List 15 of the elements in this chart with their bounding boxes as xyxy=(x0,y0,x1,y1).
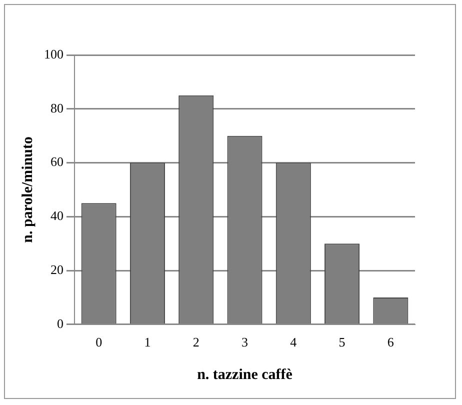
y-axis-title: n. parole/minuto xyxy=(20,136,36,243)
x-tick-label: 2 xyxy=(192,334,200,350)
x-tick-label: 0 xyxy=(96,334,102,350)
x-axis-title: n. tazzine caffè xyxy=(197,366,293,383)
x-tick-label: 5 xyxy=(338,334,346,350)
y-tick-label: 80 xyxy=(50,100,64,116)
x-tick-label: 1 xyxy=(144,334,151,350)
y-tick-label: 20 xyxy=(50,262,64,277)
x-tick-label: 6 xyxy=(387,334,394,350)
y-tick-label: 0 xyxy=(57,316,64,331)
y-tick-label: 100 xyxy=(44,46,64,62)
x-tick-label: 4 xyxy=(290,334,298,350)
x-tick-label: 3 xyxy=(242,334,248,350)
y-tick-label: 40 xyxy=(50,208,64,224)
y-tick-label: 60 xyxy=(50,154,64,170)
